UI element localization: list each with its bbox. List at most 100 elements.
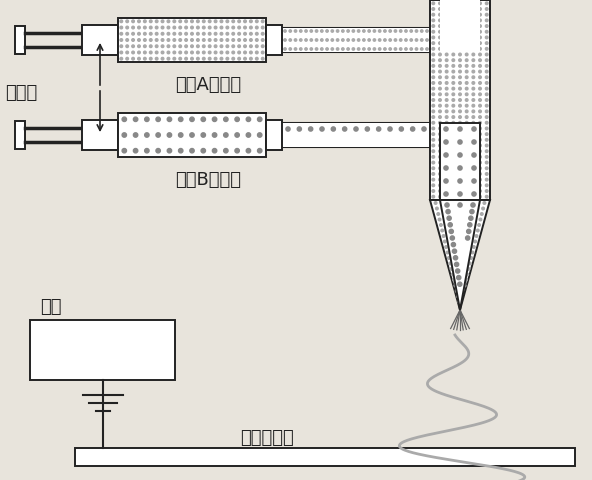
Circle shape [459, 42, 461, 45]
Circle shape [191, 45, 194, 48]
Circle shape [358, 39, 360, 41]
Circle shape [479, 70, 481, 73]
Circle shape [471, 203, 475, 207]
Circle shape [465, 236, 470, 240]
Circle shape [465, 99, 468, 101]
Circle shape [452, 195, 455, 198]
Circle shape [445, 156, 448, 158]
Circle shape [479, 156, 481, 158]
Circle shape [167, 33, 170, 35]
Circle shape [202, 20, 205, 23]
Circle shape [452, 249, 456, 253]
Circle shape [485, 116, 488, 119]
Circle shape [161, 51, 164, 54]
Circle shape [208, 39, 211, 41]
Circle shape [415, 39, 418, 41]
Circle shape [289, 39, 291, 41]
Circle shape [244, 39, 246, 41]
Circle shape [465, 116, 468, 119]
Circle shape [465, 30, 468, 33]
Circle shape [479, 53, 481, 56]
Bar [266, 25, 282, 55]
Circle shape [445, 144, 448, 147]
Circle shape [352, 39, 355, 41]
Circle shape [472, 179, 475, 181]
Circle shape [472, 93, 475, 96]
Circle shape [244, 26, 246, 29]
Circle shape [445, 65, 448, 67]
Circle shape [485, 179, 488, 181]
Circle shape [479, 25, 481, 27]
Circle shape [132, 39, 134, 41]
Circle shape [464, 284, 466, 287]
Circle shape [452, 36, 455, 39]
Circle shape [474, 213, 477, 216]
Circle shape [452, 59, 455, 61]
Circle shape [441, 229, 443, 232]
Circle shape [156, 133, 160, 137]
Circle shape [470, 257, 472, 259]
Circle shape [155, 26, 158, 29]
Circle shape [300, 30, 302, 32]
Circle shape [465, 13, 468, 16]
Circle shape [284, 48, 286, 50]
Circle shape [439, 76, 441, 79]
Circle shape [452, 246, 455, 248]
Circle shape [445, 161, 448, 164]
Circle shape [238, 39, 240, 41]
Circle shape [437, 213, 439, 216]
Circle shape [465, 48, 468, 50]
Circle shape [456, 276, 461, 280]
Circle shape [410, 39, 413, 41]
Circle shape [167, 20, 170, 23]
Circle shape [465, 229, 467, 232]
Circle shape [220, 45, 223, 48]
Circle shape [149, 20, 152, 23]
Circle shape [226, 33, 229, 35]
Circle shape [331, 48, 333, 50]
Circle shape [439, 13, 441, 16]
Circle shape [454, 284, 456, 287]
Circle shape [308, 127, 313, 131]
Circle shape [439, 116, 441, 119]
Circle shape [232, 20, 234, 23]
Circle shape [449, 235, 452, 237]
Circle shape [439, 42, 441, 45]
Circle shape [485, 76, 488, 79]
Circle shape [420, 39, 423, 41]
Circle shape [432, 184, 435, 187]
Circle shape [214, 58, 217, 60]
Circle shape [445, 25, 448, 27]
Circle shape [202, 26, 205, 29]
Circle shape [445, 110, 448, 113]
Circle shape [485, 13, 488, 16]
Circle shape [373, 39, 375, 41]
Circle shape [173, 39, 176, 41]
Circle shape [483, 202, 485, 204]
Circle shape [126, 51, 128, 54]
Circle shape [405, 39, 407, 41]
Circle shape [208, 26, 211, 29]
Circle shape [191, 51, 194, 54]
Circle shape [132, 26, 134, 29]
Circle shape [478, 224, 481, 226]
Bar [266, 120, 282, 150]
Circle shape [197, 51, 199, 54]
Circle shape [432, 36, 435, 39]
Circle shape [462, 235, 465, 237]
Polygon shape [440, 200, 480, 310]
Circle shape [373, 48, 375, 50]
Circle shape [471, 251, 474, 254]
Circle shape [485, 150, 488, 153]
Circle shape [465, 76, 468, 79]
Circle shape [432, 87, 435, 90]
Circle shape [190, 148, 194, 153]
Circle shape [232, 45, 234, 48]
Circle shape [238, 26, 240, 29]
Circle shape [472, 139, 475, 141]
Circle shape [465, 279, 467, 281]
Circle shape [444, 153, 448, 157]
Circle shape [479, 218, 482, 221]
Circle shape [133, 148, 138, 153]
Circle shape [445, 203, 449, 207]
